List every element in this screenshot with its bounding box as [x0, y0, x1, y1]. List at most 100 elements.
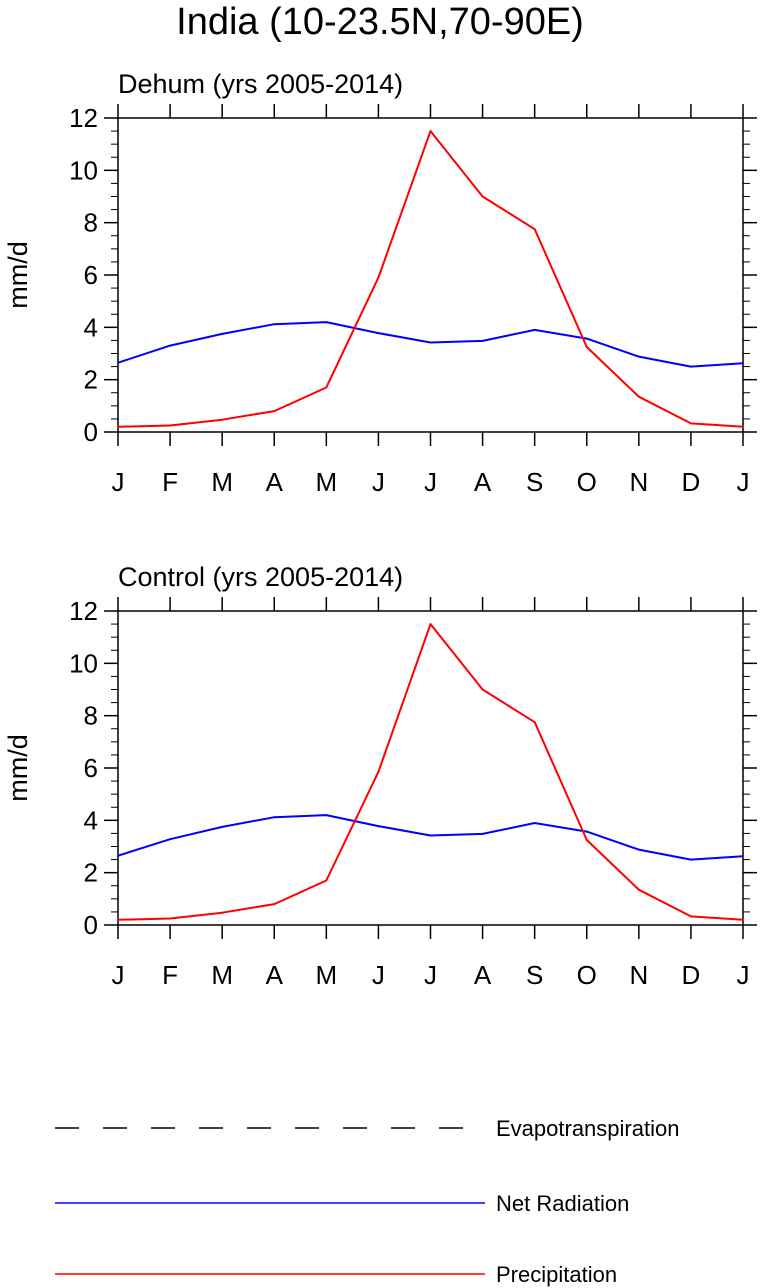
data-point: [585, 830, 588, 833]
data-point: [481, 195, 484, 198]
y-tick-label: 8: [84, 208, 98, 238]
y-tick-label: 0: [84, 910, 98, 940]
data-point: [585, 838, 588, 841]
data-point: [533, 821, 536, 824]
data-point: [117, 854, 119, 857]
data-point: [169, 344, 172, 347]
data-point: [325, 386, 328, 389]
data-point: [637, 355, 640, 358]
data-point: [169, 838, 172, 841]
x-tick-label: F: [162, 960, 178, 990]
legend-label: Net Radiation: [496, 1191, 629, 1216]
y-tick-label: 6: [84, 260, 98, 290]
x-tick-label: D: [682, 467, 701, 497]
data-point: [637, 848, 640, 851]
data-point: [429, 623, 432, 626]
data-point: [117, 361, 119, 364]
x-tick-label: M: [211, 467, 233, 497]
y-tick-label: 12: [69, 103, 98, 133]
x-tick-label: F: [162, 467, 178, 497]
series-line-net-radiation: [117, 321, 744, 368]
data-point: [429, 130, 432, 133]
data-point: [637, 888, 640, 891]
panel-title: Dehum (yrs 2005-2014): [118, 69, 403, 99]
x-tick-label: M: [211, 960, 233, 990]
series-line-net-radiation: [117, 814, 744, 861]
data-point: [377, 770, 380, 773]
x-tick-label: N: [629, 467, 648, 497]
x-tick-label: A: [474, 467, 492, 497]
data-point: [273, 323, 276, 326]
series-line-precipitation: [117, 130, 744, 428]
x-tick-label: N: [629, 960, 648, 990]
data-point: [742, 362, 744, 365]
y-tick-label: 10: [69, 155, 98, 185]
data-point: [689, 858, 692, 861]
data-point: [221, 418, 224, 421]
x-tick-label: M: [315, 960, 337, 990]
data-point: [637, 395, 640, 398]
data-point: [273, 903, 276, 906]
data-point: [689, 915, 692, 918]
data-point: [689, 365, 692, 368]
x-tick-label: J: [372, 960, 385, 990]
y-tick-label: 6: [84, 753, 98, 783]
y-tick-label: 12: [69, 596, 98, 626]
data-point: [377, 332, 380, 335]
x-tick-label: A: [474, 960, 492, 990]
panel-title: Control (yrs 2005-2014): [118, 562, 403, 592]
chart-panel-1: Dehum (yrs 2005-2014) mm/d 0 2 4 6 8 10 12 J F M A M J…: [3, 69, 757, 497]
legend: Evapotranspiration Net Radiation Precipita…: [55, 1116, 679, 1287]
data-point: [169, 424, 172, 427]
data-point: [117, 425, 119, 428]
data-point: [325, 879, 328, 882]
data-point: [221, 911, 224, 914]
y-tick-label: 10: [69, 648, 98, 678]
data-point: [585, 345, 588, 348]
data-point: [429, 834, 432, 837]
series-line-precipitation: [117, 623, 744, 921]
x-tick-label: S: [526, 467, 543, 497]
x-tick-label: S: [526, 960, 543, 990]
data-point: [481, 339, 484, 342]
x-tick-label: A: [266, 467, 284, 497]
x-tick-label: O: [577, 960, 597, 990]
plot-frame: [117, 117, 744, 433]
data-point: [221, 825, 224, 828]
data-point: [325, 814, 328, 817]
y-tick-label: 4: [84, 312, 98, 342]
data-point: [325, 321, 328, 324]
y-axis-label: mm/d: [3, 241, 33, 309]
x-tick-label: J: [737, 467, 750, 497]
data-point: [742, 855, 744, 858]
data-point: [273, 816, 276, 819]
y-axis-label: mm/d: [3, 734, 33, 802]
y-tick-label: 2: [84, 858, 98, 888]
y-tick-label: 2: [84, 365, 98, 395]
data-point: [689, 422, 692, 425]
data-point: [533, 721, 536, 724]
x-tick-label: M: [315, 467, 337, 497]
legend-label: Evapotranspiration: [496, 1116, 679, 1141]
data-point: [377, 276, 380, 279]
x-tick-label: J: [424, 960, 437, 990]
x-tick-label: D: [682, 960, 701, 990]
figure-title: India (10-23.5N,70-90E): [176, 1, 584, 43]
data-point: [533, 228, 536, 231]
data-point: [273, 410, 276, 413]
y-tick-label: 4: [84, 805, 98, 835]
plot-frame: [117, 610, 744, 926]
legend-label: Precipitation: [496, 1262, 617, 1287]
data-point: [169, 917, 172, 920]
data-point: [742, 425, 744, 428]
panels: Dehum (yrs 2005-2014) mm/d 0 2 4 6 8 10 12 J F M A M J…: [3, 69, 757, 990]
data-point: [377, 825, 380, 828]
x-tick-label: J: [737, 960, 750, 990]
data-point: [742, 918, 744, 921]
data-point: [429, 341, 432, 344]
data-point: [585, 337, 588, 340]
data-point: [481, 688, 484, 691]
x-tick-label: O: [577, 467, 597, 497]
x-tick-label: J: [424, 467, 437, 497]
